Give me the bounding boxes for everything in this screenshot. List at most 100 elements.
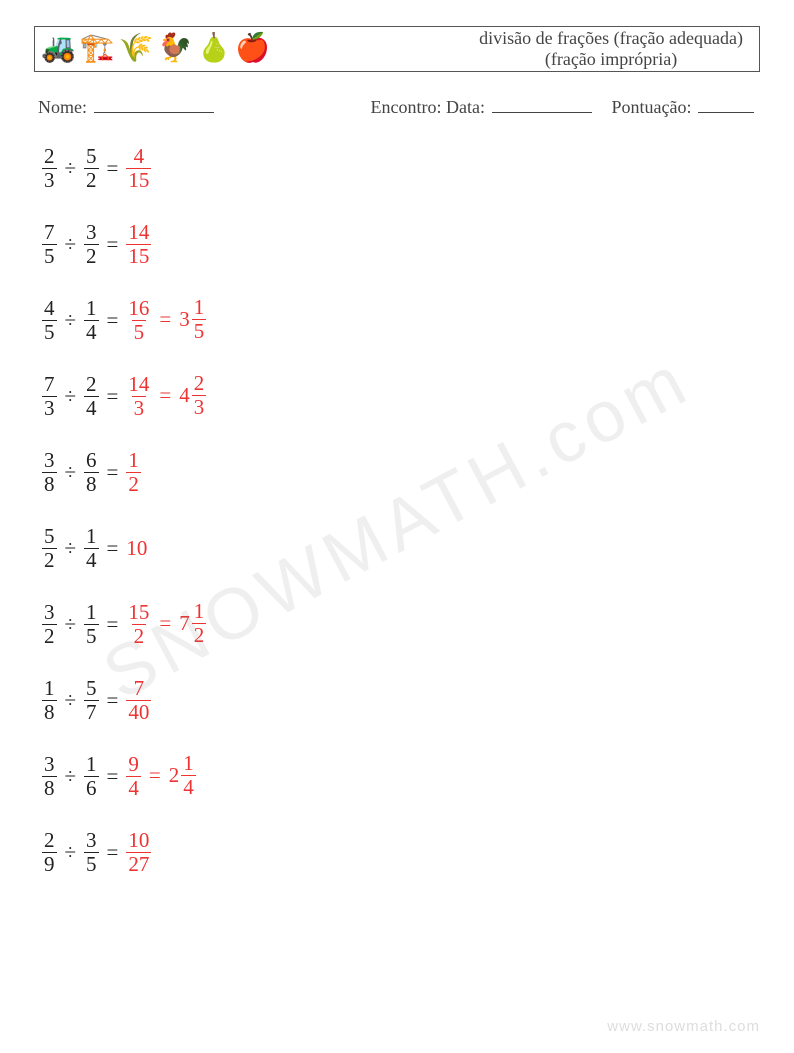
fraction-numerator: 7: [42, 222, 57, 244]
fraction: 23: [42, 146, 57, 191]
fraction-numerator: 9: [126, 754, 141, 776]
fraction-denominator: 5: [42, 244, 57, 267]
fraction: 16: [84, 754, 99, 799]
equals-sign: =: [107, 612, 119, 637]
fraction: 52: [42, 526, 57, 571]
fraction-denominator: 2: [42, 548, 57, 571]
fraction-denominator: 2: [192, 623, 207, 646]
equals-sign: =: [107, 384, 119, 409]
fraction-numerator: 3: [42, 602, 57, 624]
problem-row: 52÷14=10: [42, 524, 760, 572]
fraction-denominator: 3: [132, 396, 147, 419]
fraction-numerator: 1: [84, 298, 99, 320]
operator-divide: ÷: [65, 840, 77, 865]
fraction-numerator: 7: [132, 678, 147, 700]
fraction-denominator: 8: [42, 472, 57, 495]
fraction-denominator: 8: [42, 776, 57, 799]
fraction-numerator: 4: [132, 146, 147, 168]
answer-mixed: 315: [179, 297, 206, 342]
fraction-numerator: 6: [84, 450, 99, 472]
answer-mixed: 423: [179, 373, 206, 418]
fraction: 94: [126, 754, 141, 799]
fraction-denominator: 5: [132, 320, 147, 343]
equals-sign: =: [107, 308, 119, 333]
fraction-numerator: 1: [126, 450, 141, 472]
equals-sign: =: [159, 383, 171, 407]
fraction-numerator: 3: [42, 450, 57, 472]
fraction: 73: [42, 374, 57, 419]
equals-sign: =: [107, 460, 119, 485]
fraction: 15: [192, 297, 207, 342]
fraction-denominator: 3: [42, 396, 57, 419]
header-icon-5: 🍎: [235, 35, 270, 63]
fraction-denominator: 27: [126, 852, 151, 875]
fraction: 57: [84, 678, 99, 723]
answer-mixed: 712: [179, 601, 206, 646]
fraction-numerator: 15: [126, 602, 151, 624]
fraction-numerator: 3: [42, 754, 57, 776]
problem-row: 45÷14=165=315: [42, 296, 760, 344]
nome-blank: [94, 94, 214, 113]
problem-row: 32÷15=152=712: [42, 600, 760, 648]
header-icon-2: 🌾: [119, 35, 154, 63]
fraction: 14: [181, 753, 196, 798]
title-line-1: divisão de frações (fração adequada): [479, 28, 743, 49]
fraction-denominator: 2: [84, 244, 99, 267]
operator-divide: ÷: [65, 232, 77, 257]
fraction-denominator: 3: [192, 395, 207, 418]
problem-list: 23÷52=41575÷32=141545÷14=165=31573÷24=14…: [34, 144, 760, 876]
fraction: 29: [42, 830, 57, 875]
fraction-numerator: 1: [192, 297, 207, 319]
operator-divide: ÷: [65, 384, 77, 409]
fraction: 14: [84, 298, 99, 343]
fraction: 75: [42, 222, 57, 267]
fraction-denominator: 5: [84, 624, 99, 647]
operator-divide: ÷: [65, 536, 77, 561]
fraction-numerator: 16: [126, 298, 151, 320]
problem-row: 38 ÷ 16 = 94=214: [42, 752, 760, 800]
operator-divide: ÷: [65, 308, 77, 333]
equals-sign: =: [107, 764, 119, 789]
answer: 152=712: [126, 601, 206, 648]
fraction: 1027: [126, 830, 151, 875]
answer: 94=214: [126, 753, 195, 800]
answer: 415: [126, 146, 151, 191]
fraction: 23: [192, 373, 207, 418]
fraction-numerator: 2: [42, 146, 57, 168]
fraction: 12: [192, 601, 207, 646]
operator-divide: ÷: [65, 688, 77, 713]
equals-sign: =: [107, 688, 119, 713]
fraction: 415: [126, 146, 151, 191]
fraction-numerator: 2: [42, 830, 57, 852]
fraction-numerator: 14: [126, 374, 151, 396]
fraction-denominator: 5: [42, 320, 57, 343]
mixed-whole: 4: [179, 383, 190, 408]
fraction-numerator: 1: [192, 601, 207, 623]
fraction-numerator: 1: [84, 754, 99, 776]
operator-divide: ÷: [65, 612, 77, 637]
operator-divide: ÷: [65, 764, 77, 789]
header-icon-0: 🚜: [41, 35, 76, 63]
fraction-numerator: 2: [192, 373, 207, 395]
fraction: 35: [84, 830, 99, 875]
encontro-label: Encontro: Data:: [371, 97, 485, 117]
answer: 10: [126, 536, 147, 561]
answer: 1027: [126, 830, 151, 875]
fraction-denominator: 4: [84, 396, 99, 419]
fraction: 32: [84, 222, 99, 267]
problem-row: 38÷68=12: [42, 448, 760, 496]
equals-sign: =: [159, 611, 171, 635]
right-fields: Encontro: Data: Pontuação:: [371, 94, 756, 118]
fraction-numerator: 3: [84, 830, 99, 852]
equals-sign: =: [107, 840, 119, 865]
fraction-denominator: 4: [84, 320, 99, 343]
fraction: 18: [42, 678, 57, 723]
info-line: Nome: Encontro: Data: Pontuação:: [38, 94, 756, 118]
fraction-denominator: 15: [126, 168, 151, 191]
fraction: 152: [126, 602, 151, 647]
equals-sign: =: [107, 156, 119, 181]
operator-divide: ÷: [65, 156, 77, 181]
fraction-numerator: 5: [42, 526, 57, 548]
worksheet-header: 🚜🏗️🌾🐓🍐🍎 divisão de frações (fração adequ…: [34, 26, 760, 72]
fraction: 24: [84, 374, 99, 419]
